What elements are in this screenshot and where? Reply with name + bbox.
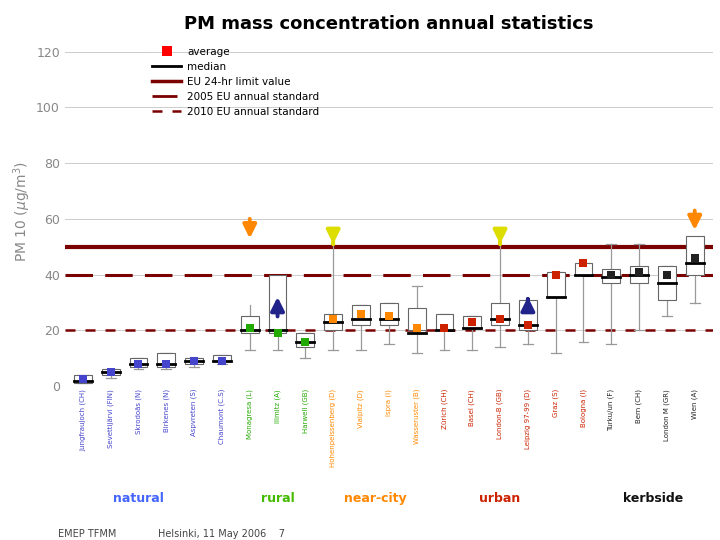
Bar — [297, 333, 314, 347]
Bar — [658, 266, 676, 300]
Text: urban: urban — [480, 492, 521, 505]
Text: natural: natural — [113, 492, 164, 505]
Bar — [546, 272, 564, 297]
Bar — [380, 302, 397, 325]
Bar — [324, 314, 342, 330]
Text: near-city: near-city — [343, 492, 406, 505]
Title: PM mass concentration annual statistics: PM mass concentration annual statistics — [184, 16, 593, 33]
Bar — [603, 269, 620, 283]
Bar — [241, 316, 258, 333]
Bar — [491, 302, 509, 325]
Bar — [102, 369, 120, 375]
Bar — [130, 358, 148, 367]
Bar — [74, 375, 91, 383]
Legend: average, median, EU 24-hr limit value, 2005 EU annual standard, 2010 EU annual s: average, median, EU 24-hr limit value, 2… — [148, 43, 324, 122]
Bar — [158, 353, 175, 367]
Text: rural: rural — [261, 492, 294, 505]
Bar — [630, 266, 648, 283]
Bar — [436, 314, 454, 330]
Text: EMEP TFMM: EMEP TFMM — [58, 529, 116, 539]
Bar — [185, 358, 203, 364]
Bar — [408, 308, 426, 330]
Bar — [575, 264, 593, 275]
Bar — [686, 235, 703, 275]
Bar — [269, 275, 287, 333]
Bar — [213, 355, 231, 361]
Bar — [519, 300, 536, 330]
Y-axis label: PM 10 ($\mu$g/m$^3$): PM 10 ($\mu$g/m$^3$) — [12, 161, 33, 262]
Bar — [352, 305, 370, 325]
Bar — [464, 316, 481, 328]
Text: kerbside: kerbside — [623, 492, 683, 505]
Text: Helsinki, 11 May 2006    7: Helsinki, 11 May 2006 7 — [158, 529, 285, 539]
